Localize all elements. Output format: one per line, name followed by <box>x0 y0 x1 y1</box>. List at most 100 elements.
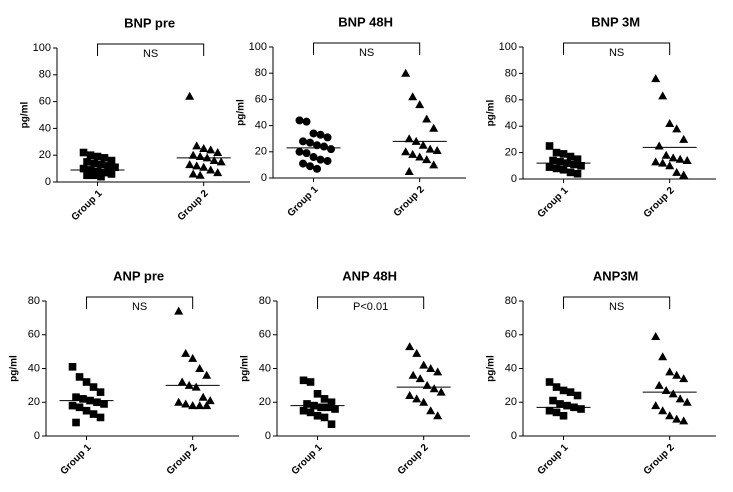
data-point <box>174 397 184 406</box>
data-point <box>672 167 682 176</box>
significance-label: NS <box>609 47 624 59</box>
x-tick-label: Group 1 <box>536 442 571 477</box>
data-point <box>107 156 116 165</box>
x-tick-label: Group 1 <box>70 188 105 223</box>
data-point <box>429 160 439 169</box>
data-point <box>661 150 671 159</box>
data-point <box>93 152 102 161</box>
data-point <box>651 74 661 83</box>
significance-label: P<0.01 <box>353 301 388 313</box>
data-point <box>309 129 318 138</box>
data-point <box>552 164 561 173</box>
panel: BNP 48H pg/ml 0 20 40 60 80 100 Group 1 Group 2 NS <box>236 14 466 219</box>
data-point <box>573 391 582 400</box>
x-tick-label: Group 2 <box>642 185 677 220</box>
data-point <box>306 378 315 386</box>
data-point <box>90 159 98 168</box>
data-point <box>404 166 414 175</box>
data-point <box>313 390 322 398</box>
data-point <box>79 148 88 157</box>
data-point <box>559 150 568 158</box>
data-point <box>93 398 101 407</box>
data-point <box>559 165 568 174</box>
y-tick-label: 20 <box>28 396 40 408</box>
data-point <box>96 413 105 422</box>
data-point <box>545 406 554 415</box>
data-point <box>324 403 332 412</box>
data-point <box>323 156 332 165</box>
data-point <box>299 406 308 415</box>
data-point <box>405 342 415 351</box>
y-tick-label: 80 <box>28 295 40 307</box>
data-point <box>651 331 661 340</box>
y-tick-label: 0 <box>261 172 267 184</box>
panel: ANP pre pg/ml 0 20 40 60 80 Group 1 Group 2 NS <box>9 268 239 477</box>
data-point <box>68 363 77 371</box>
significance-label: NS <box>359 47 374 59</box>
y-tick-label: 60 <box>255 93 267 105</box>
data-point <box>192 141 202 150</box>
data-point <box>107 170 116 178</box>
data-point <box>302 149 311 158</box>
data-point <box>552 148 561 157</box>
data-point <box>104 162 112 170</box>
data-point <box>75 403 84 412</box>
data-point <box>188 150 198 159</box>
data-point <box>665 367 675 376</box>
y-tick-label: 100 <box>499 41 517 53</box>
y-tick-label: 20 <box>505 396 517 408</box>
data-point <box>313 411 322 420</box>
data-point <box>174 306 184 315</box>
y-tick-label: 20 <box>505 147 517 159</box>
data-point <box>83 158 91 166</box>
data-point <box>306 408 315 417</box>
data-point <box>188 169 198 178</box>
data-point <box>313 164 322 173</box>
data-point <box>654 141 664 150</box>
data-point <box>545 142 554 150</box>
data-point <box>75 373 84 381</box>
y-tick-label: 20 <box>255 146 267 158</box>
significance-label: NS <box>143 48 158 60</box>
data-point <box>188 353 198 362</box>
data-point <box>573 169 582 178</box>
data-point <box>433 367 443 376</box>
data-point <box>97 160 105 169</box>
data-point <box>668 389 678 398</box>
data-point <box>97 172 105 181</box>
data-point <box>299 376 308 385</box>
data-point <box>82 378 91 386</box>
data-point <box>675 394 685 403</box>
x-tick-label: Group 1 <box>286 184 321 219</box>
y-tick-label: 0 <box>511 430 517 442</box>
y-axis-label: pg/ml <box>20 101 31 128</box>
data-point <box>425 144 435 153</box>
data-point <box>195 401 205 410</box>
data-point <box>552 408 561 417</box>
data-point <box>679 134 689 143</box>
data-point <box>566 152 575 161</box>
data-point <box>651 401 661 410</box>
significance-bracket <box>563 296 671 309</box>
data-point <box>302 117 311 126</box>
data-point <box>577 405 585 413</box>
significance-label: NS <box>132 301 147 313</box>
panel: ANP 48H pg/ml 0 20 40 60 80 Group 1 Group 2 P<0.0… <box>240 268 470 477</box>
data-point <box>415 100 425 109</box>
data-point <box>327 398 336 407</box>
y-tick-label: 80 <box>39 69 51 81</box>
data-point <box>320 142 329 151</box>
data-point <box>100 154 109 162</box>
data-point <box>327 145 336 154</box>
panel-title: ANP pre <box>113 268 164 283</box>
y-axis-label: pg/ml <box>486 99 497 126</box>
data-point <box>682 156 692 165</box>
data-point <box>306 138 315 147</box>
data-point <box>566 168 575 177</box>
data-point <box>213 148 223 157</box>
y-tick-label: 100 <box>249 41 267 53</box>
data-point <box>422 114 432 123</box>
data-point <box>573 155 582 163</box>
y-tick-label: 40 <box>505 362 517 374</box>
